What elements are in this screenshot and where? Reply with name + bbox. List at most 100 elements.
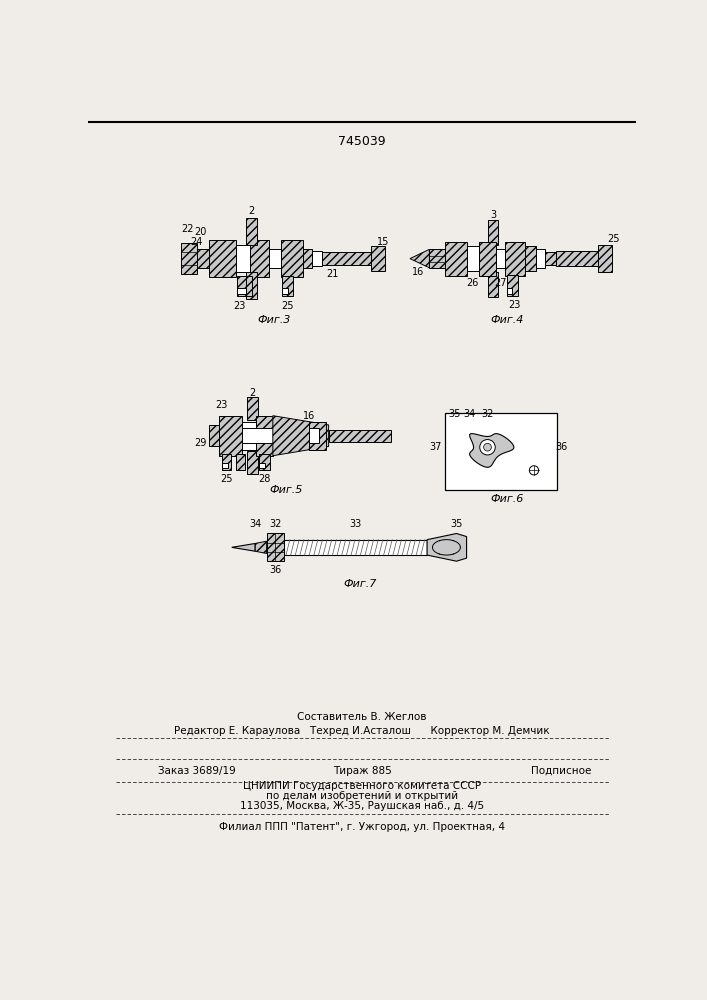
Text: 23: 23: [233, 301, 246, 311]
Bar: [535, 249, 545, 268]
Bar: [598, 245, 612, 272]
Text: 23: 23: [216, 400, 228, 410]
Text: 20: 20: [194, 227, 207, 237]
Text: 33: 33: [350, 519, 362, 529]
Text: 32: 32: [269, 519, 281, 529]
Bar: [267, 533, 284, 561]
Bar: [222, 454, 231, 470]
Bar: [242, 428, 285, 443]
Bar: [329, 430, 391, 442]
Bar: [506, 242, 525, 276]
Bar: [309, 428, 319, 443]
Text: 25: 25: [220, 474, 233, 484]
Bar: [429, 249, 445, 268]
Text: 22: 22: [181, 224, 194, 234]
Text: 26: 26: [466, 278, 478, 288]
Bar: [479, 242, 496, 276]
Bar: [309, 422, 327, 450]
Text: Подписное: Подписное: [531, 766, 591, 776]
Circle shape: [530, 466, 539, 475]
Text: 36: 36: [555, 442, 567, 452]
Text: Фиг.5: Фиг.5: [269, 485, 303, 495]
Text: 113035, Москва, Ж-35, Раушская наб., д. 4/5: 113035, Москва, Ж-35, Раушская наб., д. …: [240, 801, 484, 811]
Bar: [281, 240, 303, 277]
Text: Фиг.3: Фиг.3: [257, 315, 291, 325]
Text: 25: 25: [281, 301, 294, 311]
Text: Фиг.6: Фиг.6: [490, 494, 524, 504]
Text: 27: 27: [494, 278, 507, 288]
Bar: [250, 240, 269, 277]
Bar: [467, 246, 479, 271]
Bar: [247, 397, 258, 420]
Text: 34: 34: [249, 519, 261, 529]
Bar: [312, 251, 322, 266]
Text: Фиг.4: Фиг.4: [490, 315, 524, 325]
Bar: [269, 249, 281, 268]
Polygon shape: [410, 249, 429, 268]
Polygon shape: [255, 541, 267, 554]
Text: 24: 24: [191, 237, 203, 247]
Text: по делам изобретений и открытий: по делам изобретений и открытий: [266, 791, 458, 801]
Bar: [525, 246, 535, 271]
Bar: [445, 242, 467, 276]
Text: 37: 37: [429, 442, 442, 452]
Bar: [209, 425, 219, 446]
Text: Фиг.7: Фиг.7: [343, 579, 376, 589]
Bar: [488, 220, 498, 245]
Bar: [445, 413, 557, 490]
Text: ЦНИИПИ Государственного комитета СССР: ЦНИИПИ Государственного комитета СССР: [243, 781, 481, 791]
Bar: [322, 252, 380, 265]
Bar: [247, 451, 258, 474]
Bar: [237, 288, 247, 294]
Text: 25: 25: [607, 234, 620, 244]
Text: 28: 28: [258, 474, 271, 484]
Bar: [242, 422, 256, 450]
Polygon shape: [427, 533, 467, 561]
Bar: [371, 246, 385, 271]
Polygon shape: [469, 434, 514, 467]
Text: 745039: 745039: [338, 135, 386, 148]
Bar: [246, 218, 257, 245]
Text: 23: 23: [508, 300, 521, 310]
Bar: [209, 240, 235, 277]
Bar: [246, 276, 252, 296]
Bar: [246, 272, 257, 299]
Text: 2: 2: [250, 388, 256, 398]
Text: 35: 35: [450, 519, 462, 529]
Text: 34: 34: [464, 409, 476, 419]
Text: Заказ 3689/19: Заказ 3689/19: [158, 766, 236, 776]
Bar: [185, 249, 209, 268]
Text: 29: 29: [194, 438, 207, 448]
Bar: [256, 416, 273, 456]
Bar: [218, 416, 242, 456]
Text: 35: 35: [448, 409, 460, 419]
Bar: [282, 276, 293, 296]
Bar: [507, 288, 512, 294]
Bar: [556, 251, 607, 266]
Circle shape: [484, 443, 491, 451]
Bar: [303, 249, 312, 268]
Text: 36: 36: [269, 565, 281, 575]
Bar: [182, 243, 197, 274]
Text: 16: 16: [303, 411, 315, 421]
Bar: [259, 454, 270, 470]
Text: Тираж 885: Тираж 885: [332, 766, 392, 776]
Bar: [507, 275, 518, 296]
Text: 3: 3: [490, 210, 496, 220]
Bar: [237, 276, 247, 296]
Bar: [235, 454, 245, 470]
Text: 15: 15: [377, 237, 389, 247]
Text: Филиал ППП "Патент", г. Ужгород, ул. Проектная, 4: Филиал ППП "Патент", г. Ужгород, ул. Про…: [219, 822, 505, 832]
Bar: [545, 252, 556, 265]
PathPatch shape: [273, 416, 329, 456]
Bar: [235, 245, 250, 272]
Bar: [222, 463, 228, 468]
Circle shape: [480, 440, 495, 455]
Text: Редактор Е. Караулова   Техред И.Асталош      Корректор М. Демчик: Редактор Е. Караулова Техред И.Асталош К…: [174, 726, 550, 736]
Polygon shape: [232, 544, 255, 551]
Bar: [496, 249, 506, 268]
Text: Составитель В. Жеглов: Составитель В. Жеглов: [297, 712, 427, 722]
Text: 2: 2: [248, 206, 255, 216]
Text: 16: 16: [411, 267, 424, 277]
Bar: [282, 288, 288, 294]
